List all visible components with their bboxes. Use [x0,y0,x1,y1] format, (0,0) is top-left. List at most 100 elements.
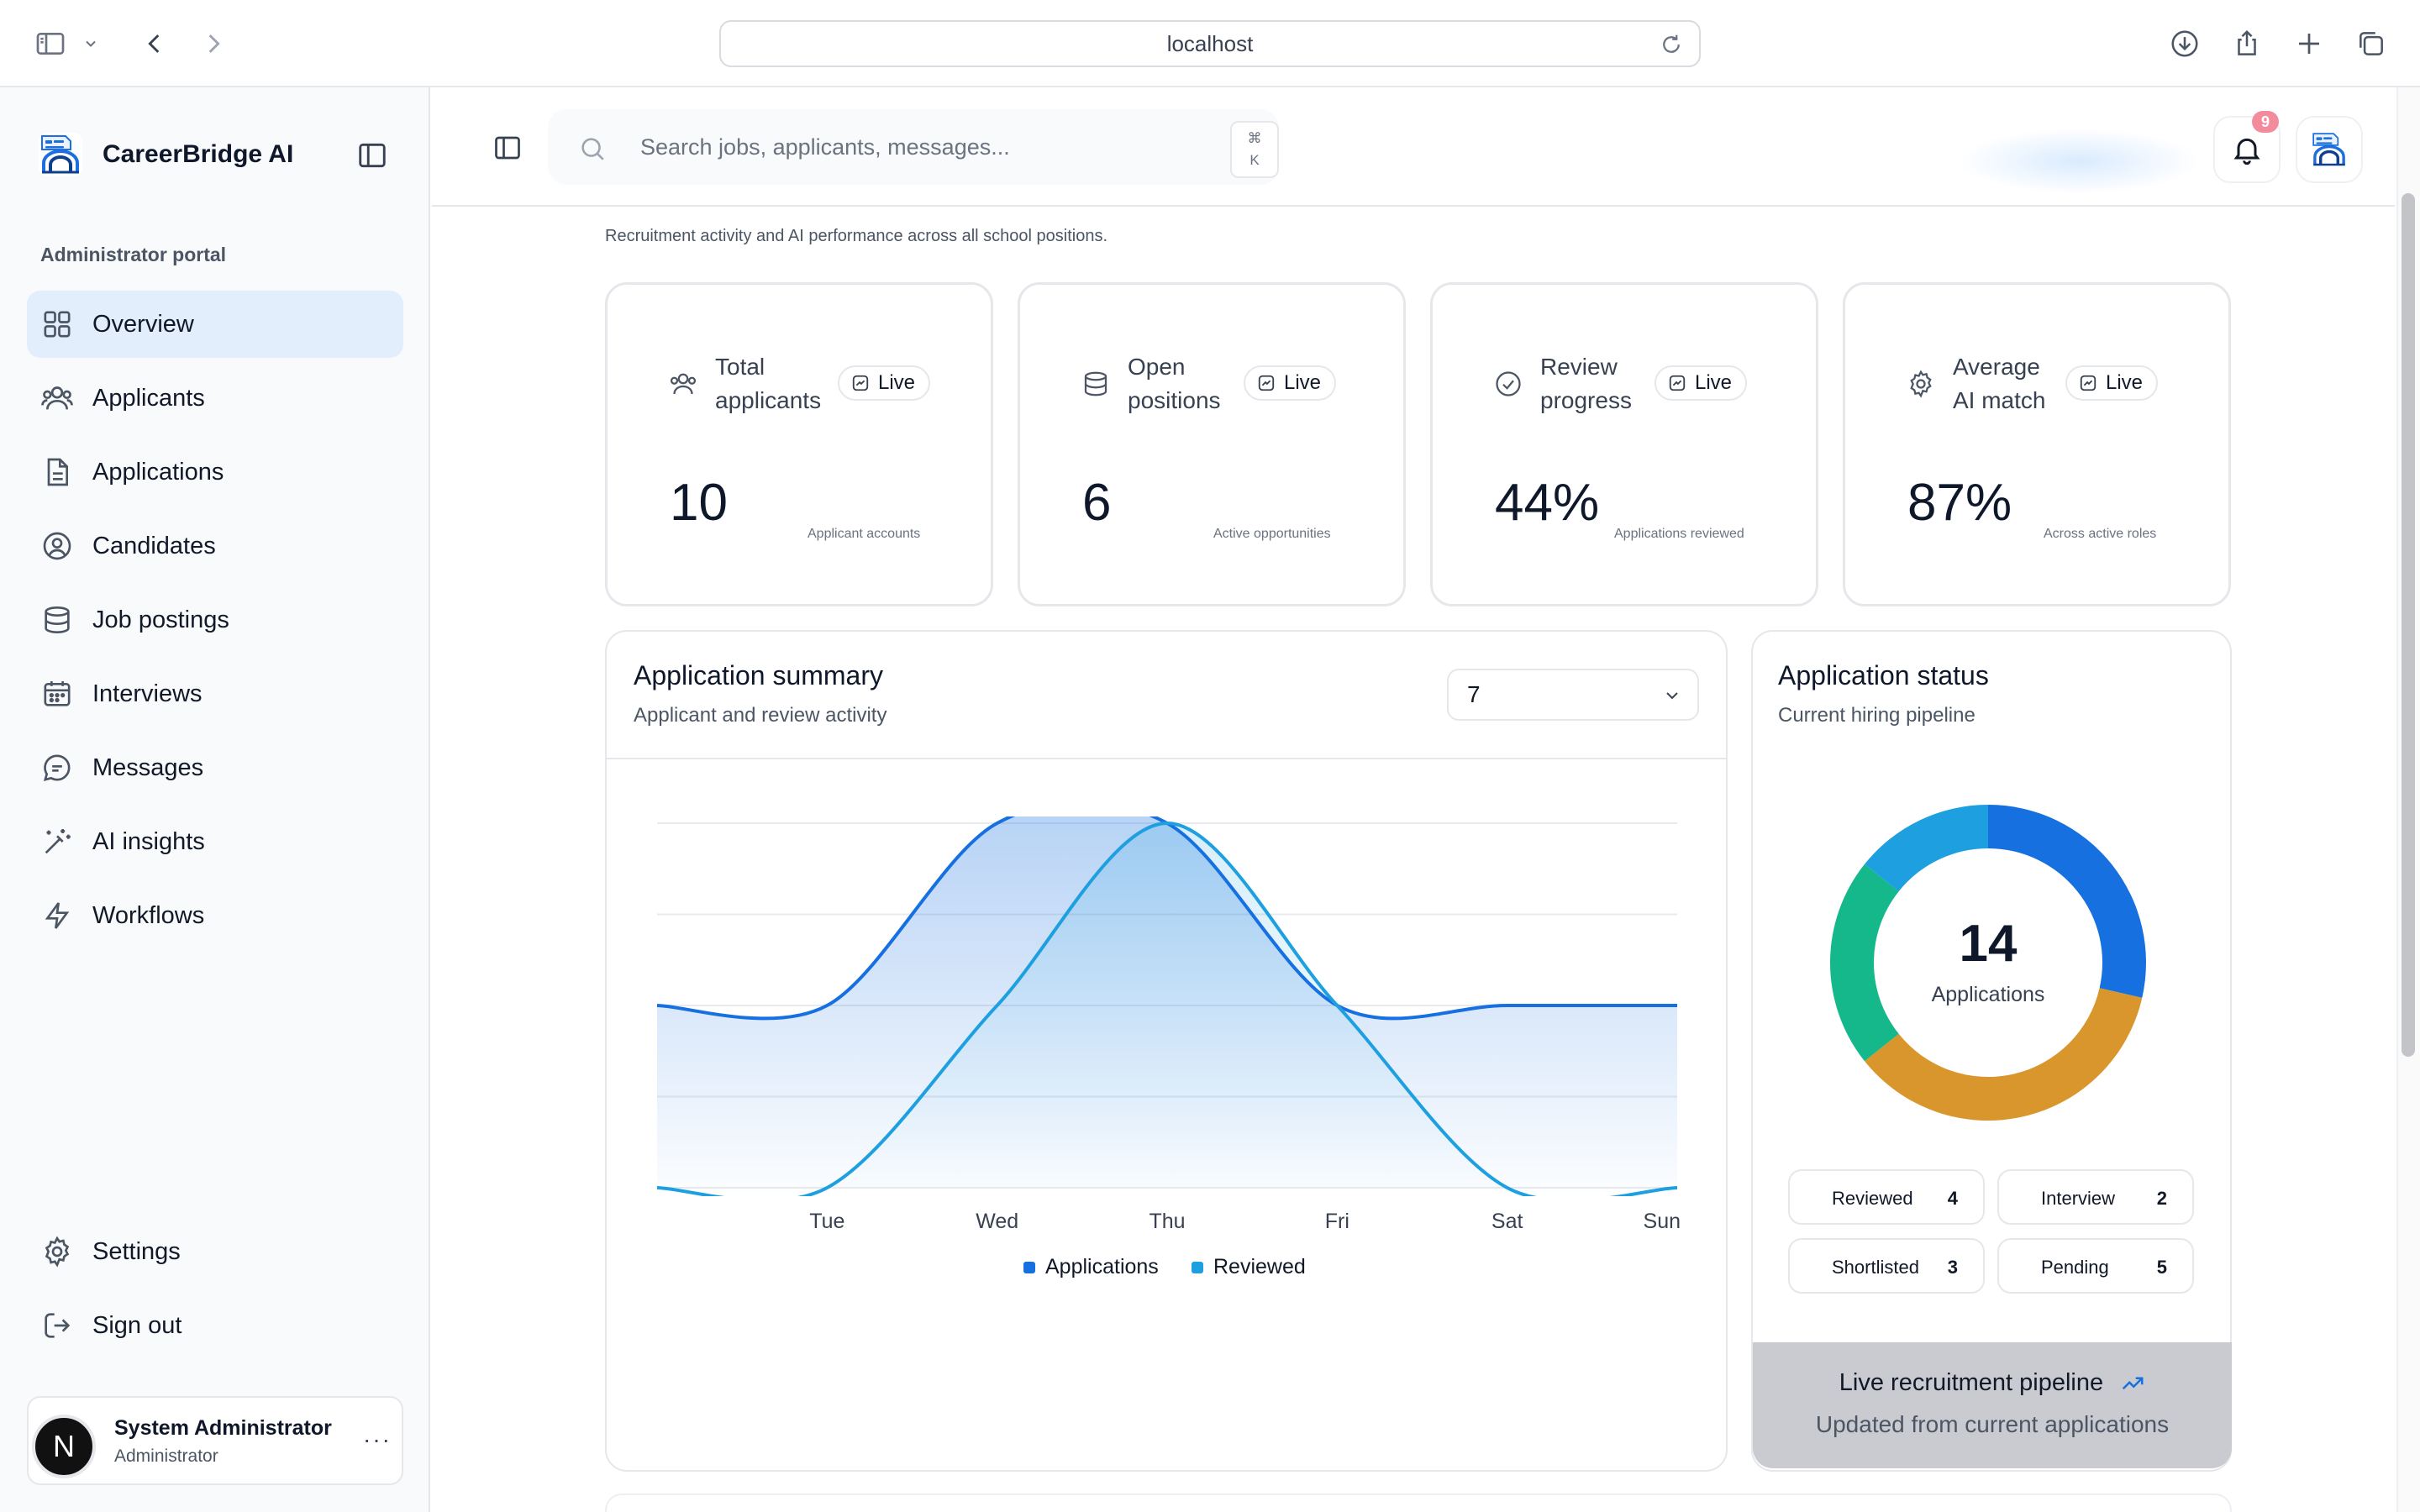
search-box[interactable]: ⌘ K [548,109,1279,185]
status-pill-shortlisted[interactable]: Shortlisted 3 [1788,1238,1985,1294]
sidebar-item-settings[interactable]: Settings [27,1218,403,1285]
status-donut-chart [1830,805,2146,1121]
header-glow [1961,129,2196,193]
sidebar-item-overview[interactable]: Overview [27,291,403,358]
k-key: K [1249,152,1260,168]
command-key: ⌘ [1247,130,1262,146]
stat-label: Review progress [1540,354,1632,413]
sidebar-item-label: Applications [92,458,224,486]
sidebar-item-label: AI insights [92,827,205,855]
sidebar-item-applicants[interactable]: Applicants [27,365,403,432]
sidebar-item-ai-insights[interactable]: AI insights [27,808,403,875]
scrollbar-thumb[interactable] [2402,193,2415,1057]
gear-icon [1910,370,1932,398]
pill-label: Reviewed [1832,1188,1913,1209]
file-icon [47,458,68,486]
sidebar-item-job-postings[interactable]: Job postings [27,586,403,654]
database-icon [1084,371,1107,396]
pill-label: Shortlisted [1832,1257,1919,1278]
sidebar-item-label: Settings [92,1237,181,1265]
stat-value: 6 [1082,474,1112,532]
live-badge: Live [838,365,931,401]
notification-badge: 9 [2252,111,2279,133]
range-select-value: 7 [1467,681,1481,707]
more-options-icon[interactable]: ··· [363,1426,392,1452]
live-badge: Live [1244,365,1337,401]
application-status-card [1751,630,2232,1472]
share-icon[interactable] [2223,20,2270,67]
brand-name: CareerBridge AI [103,140,294,168]
pipeline-title: Live recruitment pipeline [1753,1369,2232,1397]
legend-label: Applications [1045,1255,1159,1278]
magic-wand-icon [45,829,71,854]
x-tick-label: Wed [976,1210,1018,1233]
zap-icon [45,902,70,929]
sidebar: CareerBridge AI Administrator portal Ove… [0,87,430,1512]
pill-label: Interview [2041,1188,2116,1209]
profile-avatar[interactable] [2296,116,2363,183]
x-tick-label: Thu [1149,1210,1185,1233]
panel-toggle-icon[interactable] [492,133,523,163]
range-select[interactable]: 7 [1447,669,1699,721]
reload-icon[interactable] [1659,32,1684,57]
brand-logo-icon [2312,133,2345,166]
sidebar-item-messages[interactable]: Messages [27,734,403,801]
legend-swatch [1023,1261,1035,1273]
stat-card-review-progress: Review progress Live 44% Applications rev… [1430,282,1818,606]
chart-trend-icon [1669,375,1686,391]
legend-applications: Applications [1023,1255,1159,1279]
legend-label: Reviewed [1213,1255,1306,1278]
grid-icon [44,311,71,338]
sign-out-icon [45,1313,71,1338]
donut-slice-pending [1865,988,2143,1121]
chat-icon [43,754,71,782]
pill-value: 2 [2156,1188,2167,1209]
brand[interactable]: CareerBridge AI [37,131,293,178]
donut-slice-shortlisted [1830,864,1899,1062]
sidebar-item-applications[interactable]: Applications [27,438,403,506]
top-header: ⌘ K 9 [432,87,2395,207]
donut-slice-reviewed [1988,805,2146,998]
collapse-sidebar-icon[interactable] [356,139,388,171]
search-icon [581,138,604,160]
status-pill-interview[interactable]: Interview 2 [1997,1169,2194,1225]
sidebar-item-label: Interviews [92,680,203,707]
users-icon [41,386,73,410]
live-badge: Live [1655,365,1748,401]
database-icon [45,606,70,634]
sidebar-item-interviews[interactable]: Interviews [27,660,403,727]
tab-overview-icon[interactable] [2348,20,2395,67]
stat-value: 44% [1495,474,1600,532]
legend-reviewed: Reviewed [1192,1255,1306,1279]
address-bar[interactable]: localhost [719,20,1701,67]
forward-icon[interactable] [190,20,237,67]
stat-card-average-ai-match: Average AI match Live 87% Across active r… [1843,282,2231,606]
line-reviewed [656,821,1678,1196]
section-label: Administrator portal [40,244,227,265]
pipeline-footer: Live recruitment pipeline Updated from c… [1753,1342,2232,1468]
url-text: localhost [1166,30,1254,56]
sidebar-item-label: Overview [92,310,194,338]
search-input[interactable] [640,128,1144,166]
chart-trend-icon [2080,375,2096,391]
new-tab-icon[interactable] [2286,20,2333,67]
user-card[interactable]: N System Administrator Administrator ··· [27,1396,403,1485]
status-pill-pending[interactable]: Pending 5 [1997,1238,2194,1294]
sidebar-item-candidates[interactable]: Candidates [27,512,403,580]
back-icon[interactable] [131,20,178,67]
tab-group-chevron-icon[interactable] [74,20,108,67]
status-pill-reviewed[interactable]: Reviewed 4 [1788,1169,1985,1225]
stat-note: Across active roles [2044,527,2157,541]
divider [607,758,1726,759]
next-card-edge [605,1494,2232,1512]
sidebar-item-sign-out[interactable]: Sign out [27,1292,403,1359]
brand-logo-icon [39,133,82,176]
user-role: Administrator [114,1446,218,1466]
sidebar-item-workflows[interactable]: Workflows [27,882,403,949]
download-icon[interactable] [2161,20,2208,67]
application-summary-chart: Tue Wed Thu Fri Sat Sun [656,816,1681,1233]
sidebar-item-label: Messages [92,753,204,781]
sidebar-toggle-icon[interactable] [27,20,74,67]
bell-icon [2233,138,2260,165]
sidebar-item-label: Workflows [92,901,205,929]
